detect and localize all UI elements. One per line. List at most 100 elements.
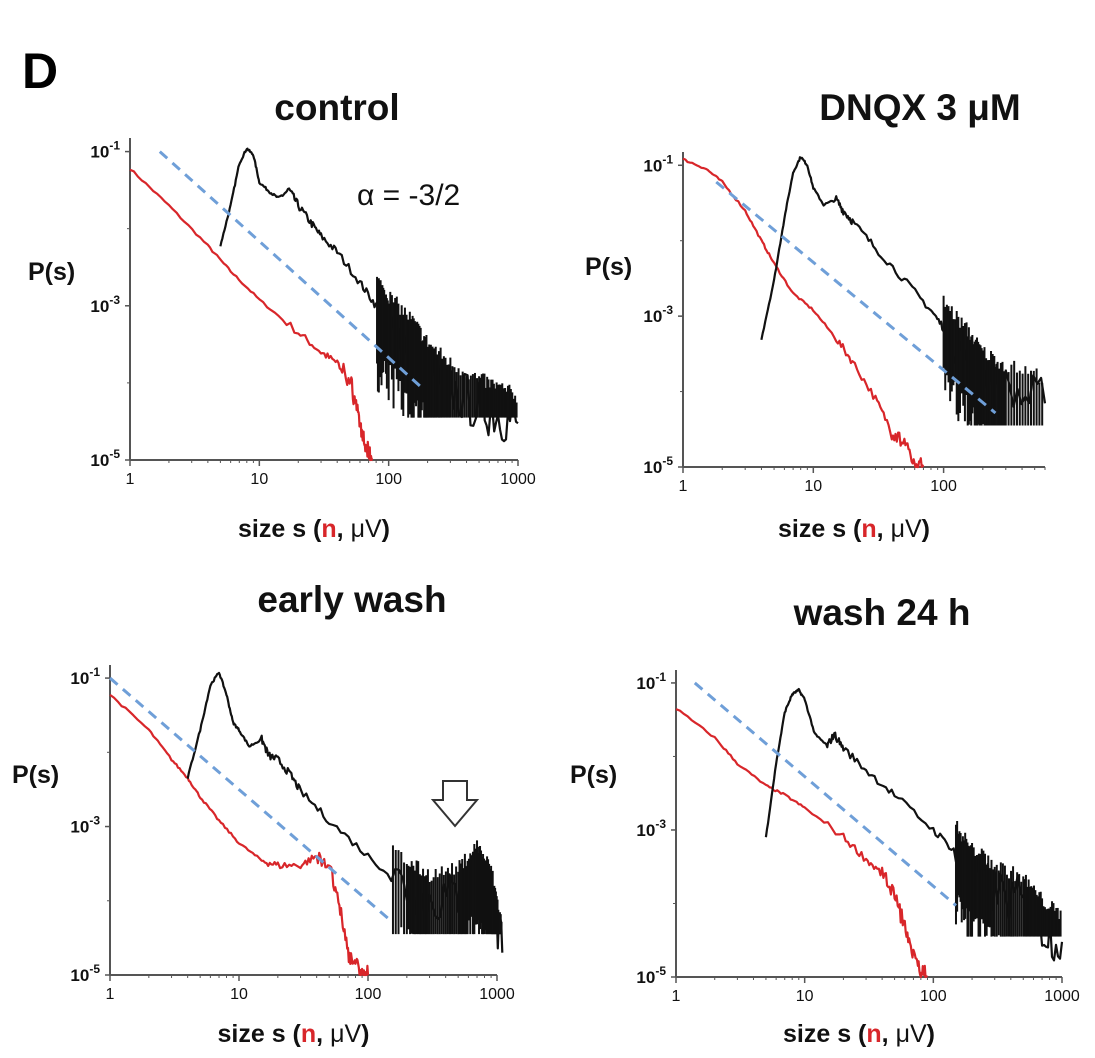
y-tick-exponent: -5 [109,447,120,461]
x-tick-label: 1 [672,988,681,1005]
y-tick-base: 10 [90,143,109,162]
y-tick-exponent: -1 [662,152,673,166]
y-tick-label: 10-3 [643,303,673,326]
x-tick-label: 1 [106,986,115,1003]
series-microvolts-noise [942,295,1044,426]
y-tick-exponent: -3 [109,293,120,307]
chart-title: control [274,87,399,128]
y-tick-base: 10 [70,818,89,837]
y-tick-label: 10-1 [643,152,673,175]
power-law-line [109,676,392,922]
x-label-neurons-unit: n [301,1020,316,1048]
y-tick-base: 10 [643,307,662,326]
x-label-part: ) [927,1020,935,1048]
y-tick-base: 10 [636,968,655,987]
y-tick-label: 10-5 [90,447,120,470]
x-tick-label: 10 [250,471,268,488]
x-label-neurons-unit: n [866,1020,881,1048]
down-arrow-icon [430,780,480,828]
x-label-part: μV [896,1020,927,1048]
series-microvolts-noise [376,276,518,418]
y-tick-label: 10-3 [636,817,666,840]
y-axis-label: P(s) [12,761,59,789]
y-tick-label: 10-5 [643,454,673,477]
y-tick-base: 10 [643,458,662,477]
x-label-part: , [877,515,891,543]
y-tick-base: 10 [70,669,89,688]
x-label-part: μV [330,1020,361,1048]
y-tick-label: 10-5 [636,964,666,987]
power-law-line [693,681,957,907]
y-tick-exponent: -3 [89,814,100,828]
x-label-neurons-unit: n [861,515,876,543]
y-tick-exponent: -1 [109,139,120,153]
y-tick-base: 10 [636,674,655,693]
y-tick-label: 10-5 [70,962,100,985]
y-tick-label: 10-3 [70,814,100,837]
series-neurons-line [675,708,929,979]
panel-label: D [22,43,59,99]
series-microvolts-noise [954,820,1062,937]
y-tick-base: 10 [636,821,655,840]
x-label-part: ) [922,515,930,543]
y-tick-label: 10-3 [90,293,120,316]
series-neurons-line [682,157,925,469]
x-label-part: , [337,515,351,543]
y-tick-label: 10-1 [70,665,100,688]
x-tick-label: 1000 [479,986,515,1003]
x-label-part: μV [351,515,382,543]
y-tick-base: 10 [70,966,89,985]
x-tick-label: 100 [375,471,402,488]
series-neurons-line [129,168,374,462]
x-tick-label: 1000 [1044,988,1080,1005]
y-axis-label: P(s) [585,253,632,281]
y-tick-exponent: -5 [655,964,666,978]
y-axis-label: P(s) [570,761,617,789]
y-tick-exponent: -5 [662,454,673,468]
x-label-part: ) [382,515,390,543]
chart-title: early wash [257,579,446,620]
x-tick-label: 100 [920,988,947,1005]
x-label-part: μV [891,515,922,543]
power-law-line [158,150,423,389]
y-tick-base: 10 [90,297,109,316]
x-tick-label: 1 [679,478,688,495]
x-label-part: , [316,1020,330,1048]
chart-title: wash 24 h [793,592,971,633]
y-tick-label: 10-1 [636,670,666,693]
x-label-part: size s ( [218,1020,302,1048]
y-tick-exponent: -3 [655,817,666,831]
x-label-part: , [882,1020,896,1048]
x-axis-label: size s (n, μV) [783,1020,935,1048]
x-label-neurons-unit: n [321,515,336,543]
exponent-annotation: α = -3/2 [357,179,460,212]
y-tick-exponent: -3 [662,303,673,317]
y-axis-label: P(s) [28,258,75,286]
x-label-part: size s ( [778,515,862,543]
x-label-part: size s ( [783,1020,867,1048]
chart-title: DNQX 3 μM [819,87,1021,128]
x-tick-label: 100 [930,478,957,495]
y-tick-exponent: -5 [89,962,100,976]
series-neurons-line [109,693,370,977]
x-axis-label: size s (n, μV) [238,515,390,543]
y-tick-exponent: -1 [655,670,666,684]
x-tick-label: 10 [804,478,822,495]
y-tick-exponent: -1 [89,665,100,679]
y-tick-label: 10-1 [90,139,120,162]
y-tick-base: 10 [643,156,662,175]
power-law-line [715,180,997,415]
x-tick-label: 10 [230,986,248,1003]
y-tick-base: 10 [90,451,109,470]
x-axis-label: size s (n, μV) [778,515,930,543]
x-axis-label: size s (n, μV) [218,1020,370,1048]
x-tick-label: 1 [126,471,135,488]
x-tick-label: 1000 [500,471,536,488]
x-label-part: size s ( [238,515,322,543]
x-label-part: ) [361,1020,369,1048]
series-microvolts-noise [391,840,503,935]
